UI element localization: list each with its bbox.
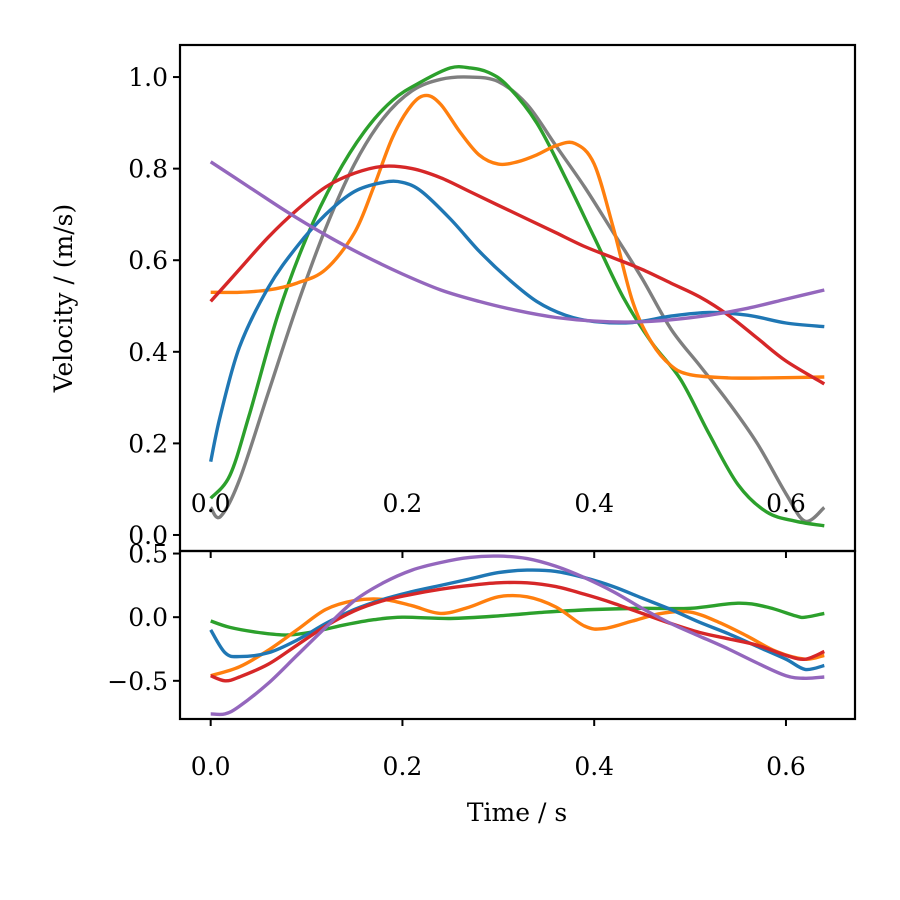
top-xtick-label: 0.2 — [383, 489, 423, 518]
bottom-xtick-label: 0.6 — [766, 752, 806, 781]
bottom-series-red-line — [210, 580, 825, 683]
bottom-ticks: −0.5 0.0 0.5 0.0 0.2 0.4 0.6 — [107, 540, 806, 781]
bottom-xtick-label: 0.0 — [191, 752, 231, 781]
top-series-purple-line — [209, 160, 825, 324]
bottom-xtick-label: 0.2 — [383, 752, 423, 781]
top-xtick-label: 0.0 — [191, 489, 231, 518]
bottom-series-blue-line — [209, 568, 825, 672]
bottom-xlabel: Time / s — [467, 798, 567, 827]
top-ytick-label: 0.8 — [128, 155, 168, 184]
bottom-series-purple-line — [210, 554, 825, 717]
top-ticks: 0.0 0.2 0.4 0.6 0.8 1.0 0.0 0.2 0.4 0.6 — [128, 63, 806, 558]
top-ytick-label: 0.2 — [128, 429, 168, 458]
top-series-gray-line — [209, 75, 826, 524]
top-series-green-line — [209, 64, 825, 528]
top-ytick-label: 0.0 — [128, 521, 168, 550]
top-series-group — [209, 64, 826, 528]
bottom-ytick-label: 0.0 — [128, 603, 168, 632]
bottom-xtick-label: 0.4 — [574, 752, 614, 781]
top-ytick-label: 1.0 — [128, 63, 168, 92]
top-series-red-line — [209, 164, 826, 386]
top-xtick-label: 0.4 — [574, 489, 614, 518]
top-xtick-label: 0.6 — [766, 489, 806, 518]
bottom-ytick-label: 0.5 — [128, 540, 168, 569]
top-series-orange-line — [210, 93, 825, 380]
bottom-plot-frame — [178, 549, 857, 721]
top-series-blue-line — [209, 179, 825, 463]
top-ytick-label: 0.4 — [128, 338, 168, 367]
bottom-series-orange-line — [210, 593, 825, 678]
bottom-ytick-label: −0.5 — [107, 667, 168, 696]
bottom-series-group — [209, 554, 825, 717]
top-ylabel: Velocity / (m/s) — [49, 204, 78, 394]
bottom-panel: −0.5 0.0 0.5 0.0 0.2 0.4 0.6 Time / s — [107, 540, 857, 827]
top-ytick-label: 0.6 — [128, 246, 168, 275]
